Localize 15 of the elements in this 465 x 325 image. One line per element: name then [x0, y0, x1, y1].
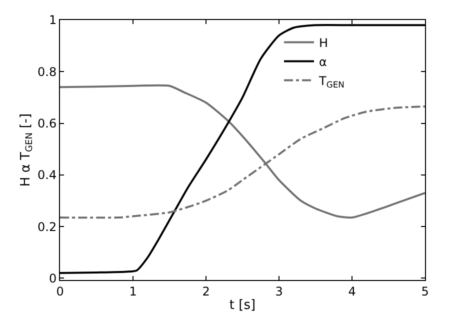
x-tick-label: 2	[202, 284, 210, 298]
y-tick-label: 0.2	[38, 220, 57, 234]
legend-label: H	[319, 36, 328, 50]
legend-label: α	[319, 54, 327, 69]
y-tick-label: 0	[48, 271, 57, 286]
x-tick-label: 5	[421, 284, 429, 298]
y-tick-label: 0.8	[38, 64, 57, 79]
x-tick-label: 4	[348, 284, 356, 298]
x-axis-title: t [s]	[229, 298, 256, 313]
x-tick-label: 3	[275, 284, 283, 298]
x-tick-label: 1	[129, 284, 137, 298]
y-tick-label: 0.6	[38, 116, 57, 130]
y-tick-label: 0.4	[38, 168, 57, 182]
legend-label: T$_{GEN}$	[318, 74, 344, 90]
y-tick-label: 1	[48, 13, 57, 28]
